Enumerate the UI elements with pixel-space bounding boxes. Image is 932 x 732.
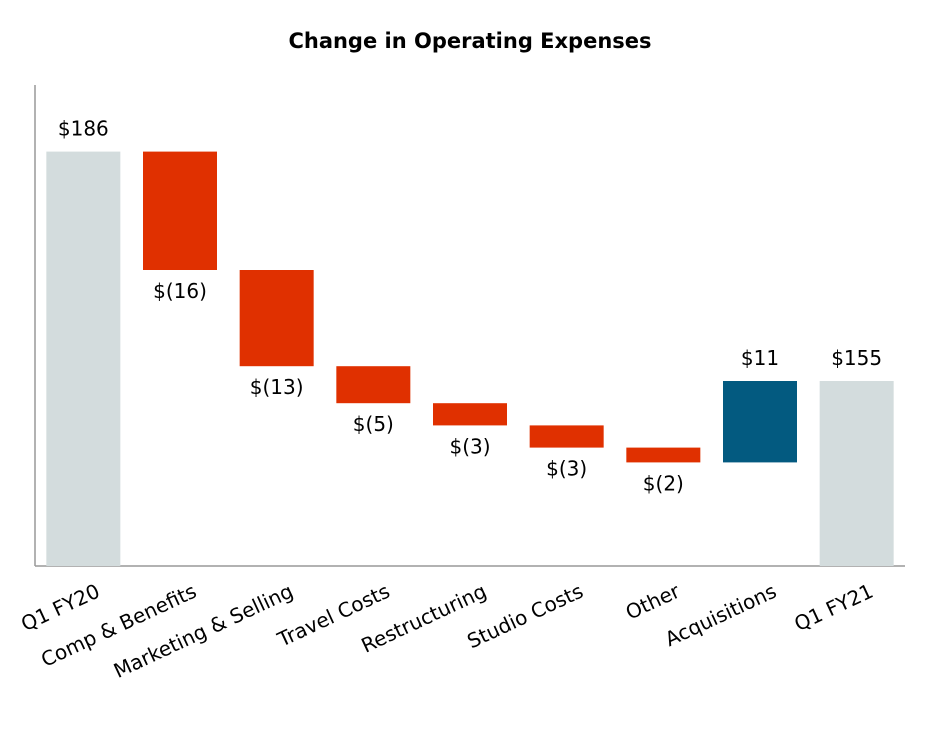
data-label: $(16) (153, 279, 207, 303)
bar (529, 425, 604, 448)
data-label: $186 (58, 117, 109, 141)
bar (46, 151, 121, 566)
data-label: $(3) (449, 434, 490, 458)
data-label: $11 (741, 346, 779, 370)
bar (723, 381, 797, 463)
bar (143, 151, 217, 270)
x-tick-label: Q1 FY21 (791, 579, 877, 636)
data-label: $(2) (643, 471, 684, 495)
bar (336, 366, 411, 404)
data-label: $(5) (353, 412, 394, 436)
data-label: $(13) (250, 375, 304, 399)
bar (626, 447, 701, 463)
bar (239, 270, 314, 367)
bar (433, 403, 507, 426)
x-tick-label: Acquisitions (661, 579, 780, 651)
x-tick-label: Other (622, 578, 684, 624)
x-tick-label: Marketing & Selling (110, 579, 297, 683)
data-label: $(3) (546, 457, 587, 481)
chart-title: Change in Operating Expenses (288, 29, 651, 53)
data-label: $155 (831, 346, 882, 370)
bar (819, 381, 894, 566)
